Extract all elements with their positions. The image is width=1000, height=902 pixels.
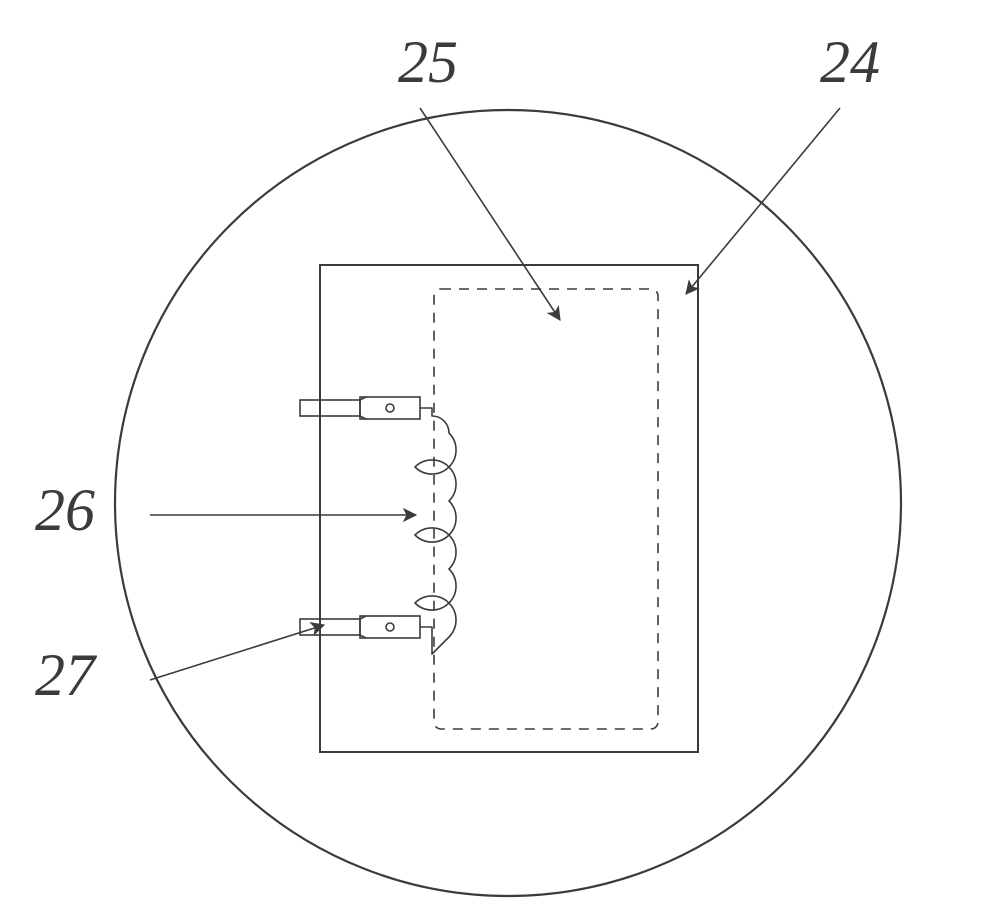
component-26-coil [415,408,456,654]
component-27-terminal-bottom-body [360,616,420,638]
component-25-dashed [434,289,658,729]
leader-27 [150,625,324,680]
leader-24 [686,108,840,294]
component-27-terminal-bottom-hole [386,623,394,631]
component-27-terminal-top-hole [386,404,394,412]
ref-label-24: 24 [820,32,880,92]
component-24-outline [320,265,698,752]
detail-circle [115,110,901,896]
engineering-diagram [0,0,1000,902]
component-27-terminal-top-tab [300,400,360,416]
component-27-terminal-bottom-tab [300,619,360,635]
ref-label-25: 25 [398,32,458,92]
ref-label-26: 26 [35,480,95,540]
ref-label-27: 27 [35,645,95,705]
component-27-terminal-top-body [360,397,420,419]
